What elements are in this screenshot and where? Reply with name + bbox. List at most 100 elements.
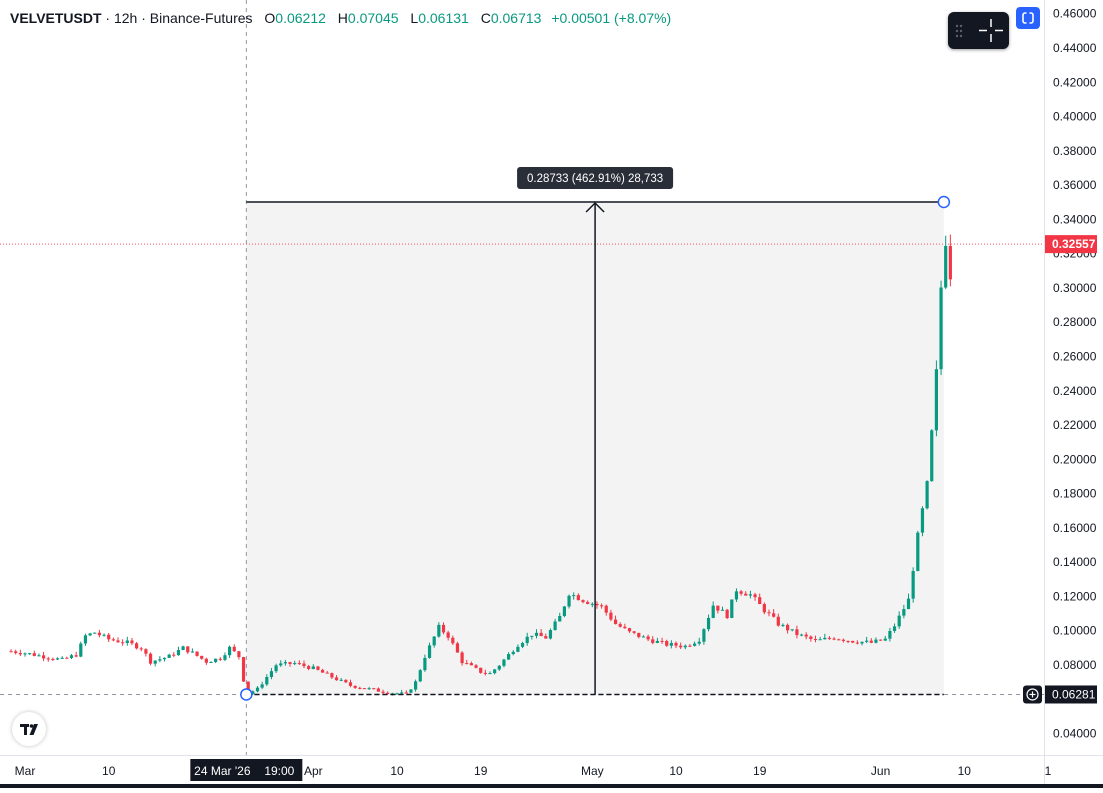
candle-body[interactable]: [832, 638, 836, 640]
measure-handle-start[interactable]: [240, 688, 253, 701]
candle-body[interactable]: [702, 629, 706, 642]
candle-body[interactable]: [362, 688, 367, 690]
candle-body[interactable]: [116, 640, 120, 643]
candle-body[interactable]: [311, 666, 315, 669]
candle-body[interactable]: [37, 655, 41, 657]
candle-body[interactable]: [395, 693, 399, 695]
candle-body[interactable]: [786, 624, 790, 631]
candle-body[interactable]: [930, 430, 934, 482]
candle-body[interactable]: [948, 245, 952, 280]
candle-body[interactable]: [302, 663, 306, 667]
candle-body[interactable]: [939, 287, 943, 370]
candle-body[interactable]: [809, 636, 813, 640]
candle-body[interactable]: [423, 657, 427, 671]
candle-body[interactable]: [195, 651, 199, 656]
candle-body[interactable]: [511, 651, 515, 655]
candle-body[interactable]: [637, 632, 641, 637]
candle-body[interactable]: [348, 682, 353, 686]
candle-body[interactable]: [846, 640, 850, 642]
candle-body[interactable]: [855, 642, 859, 644]
candle-body[interactable]: [772, 613, 776, 617]
candle-body[interactable]: [544, 636, 548, 639]
candle-body[interactable]: [55, 658, 60, 660]
candle-body[interactable]: [623, 626, 627, 629]
candle-body[interactable]: [520, 643, 525, 647]
candle-body[interactable]: [837, 639, 841, 641]
tradingview-logo[interactable]: [12, 712, 46, 746]
candle-body[interactable]: [372, 688, 376, 690]
candle-body[interactable]: [144, 649, 148, 654]
candle-body[interactable]: [762, 604, 766, 613]
candle-body[interactable]: [172, 654, 176, 656]
candle-body[interactable]: [781, 624, 785, 626]
candle-body[interactable]: [409, 689, 413, 693]
candle-body[interactable]: [916, 532, 920, 572]
candle-body[interactable]: [334, 677, 339, 681]
candle-body[interactable]: [269, 671, 274, 678]
candle-body[interactable]: [679, 645, 683, 648]
candle-body[interactable]: [879, 639, 883, 641]
time-axis[interactable]: Mar 10 Apr 10 19 May 10 19 Jun 10 1 24 Mar '26 19:00: [15, 759, 1052, 781]
candle-body[interactable]: [748, 594, 752, 596]
candle-body[interactable]: [9, 651, 13, 653]
candle-body[interactable]: [674, 642, 678, 646]
candle-body[interactable]: [79, 643, 83, 657]
candle-body[interactable]: [558, 616, 562, 622]
candle-body[interactable]: [418, 670, 422, 682]
candle-body[interactable]: [874, 639, 878, 643]
candle-body[interactable]: [18, 653, 22, 655]
candle-body[interactable]: [507, 654, 511, 660]
candle-body[interactable]: [246, 681, 250, 694]
candle-body[interactable]: [688, 645, 692, 647]
candle-body[interactable]: [897, 615, 901, 627]
candle-body[interactable]: [827, 637, 832, 639]
candle-body[interactable]: [613, 619, 618, 625]
candle-body[interactable]: [93, 632, 97, 634]
candle-body[interactable]: [627, 628, 632, 632]
candle-body[interactable]: [567, 595, 571, 607]
candle-body[interactable]: [288, 662, 292, 664]
candle-body[interactable]: [669, 642, 673, 646]
candle-body[interactable]: [493, 669, 497, 674]
candle-body[interactable]: [725, 609, 729, 619]
candle-body[interactable]: [892, 626, 897, 631]
candle-body[interactable]: [730, 599, 734, 619]
candle-body[interactable]: [776, 616, 780, 626]
candle-body[interactable]: [697, 641, 701, 644]
candle-body[interactable]: [353, 685, 357, 688]
candle-body[interactable]: [274, 665, 278, 672]
candle-body[interactable]: [790, 629, 794, 631]
candle-body[interactable]: [74, 655, 78, 657]
candle-body[interactable]: [925, 481, 929, 509]
candle-body[interactable]: [460, 652, 464, 664]
candle-body[interactable]: [232, 646, 236, 652]
candle-body[interactable]: [883, 638, 887, 641]
candle-body[interactable]: [548, 630, 553, 639]
candle-body[interactable]: [902, 609, 906, 616]
candle-body[interactable]: [739, 591, 743, 594]
candle-body[interactable]: [706, 617, 711, 630]
candle-body[interactable]: [167, 654, 171, 658]
candle-body[interactable]: [590, 603, 594, 605]
candle-body[interactable]: [97, 632, 101, 636]
candle-body[interactable]: [483, 672, 487, 674]
candle-body[interactable]: [321, 669, 325, 673]
candle-body[interactable]: [474, 665, 478, 668]
candle-body[interactable]: [162, 657, 167, 660]
candle-body[interactable]: [42, 655, 46, 659]
candle-body[interactable]: [488, 673, 492, 675]
candle-body[interactable]: [135, 643, 139, 649]
candle-body[interactable]: [753, 594, 757, 598]
candle-body[interactable]: [711, 605, 715, 618]
candle-body[interactable]: [641, 636, 646, 638]
candle-body[interactable]: [823, 637, 827, 640]
measure-tool[interactable]: 0.28733 (462.91%) 28,733: [240, 167, 951, 701]
candle-body[interactable]: [125, 640, 129, 643]
candle-body[interactable]: [655, 640, 659, 643]
candle-body[interactable]: [618, 624, 622, 627]
candle-body[interactable]: [60, 657, 64, 659]
candle-body[interactable]: [451, 637, 455, 644]
candle-body[interactable]: [465, 663, 469, 665]
candle-body[interactable]: [683, 645, 687, 648]
measure-handle-end[interactable]: [937, 195, 951, 209]
